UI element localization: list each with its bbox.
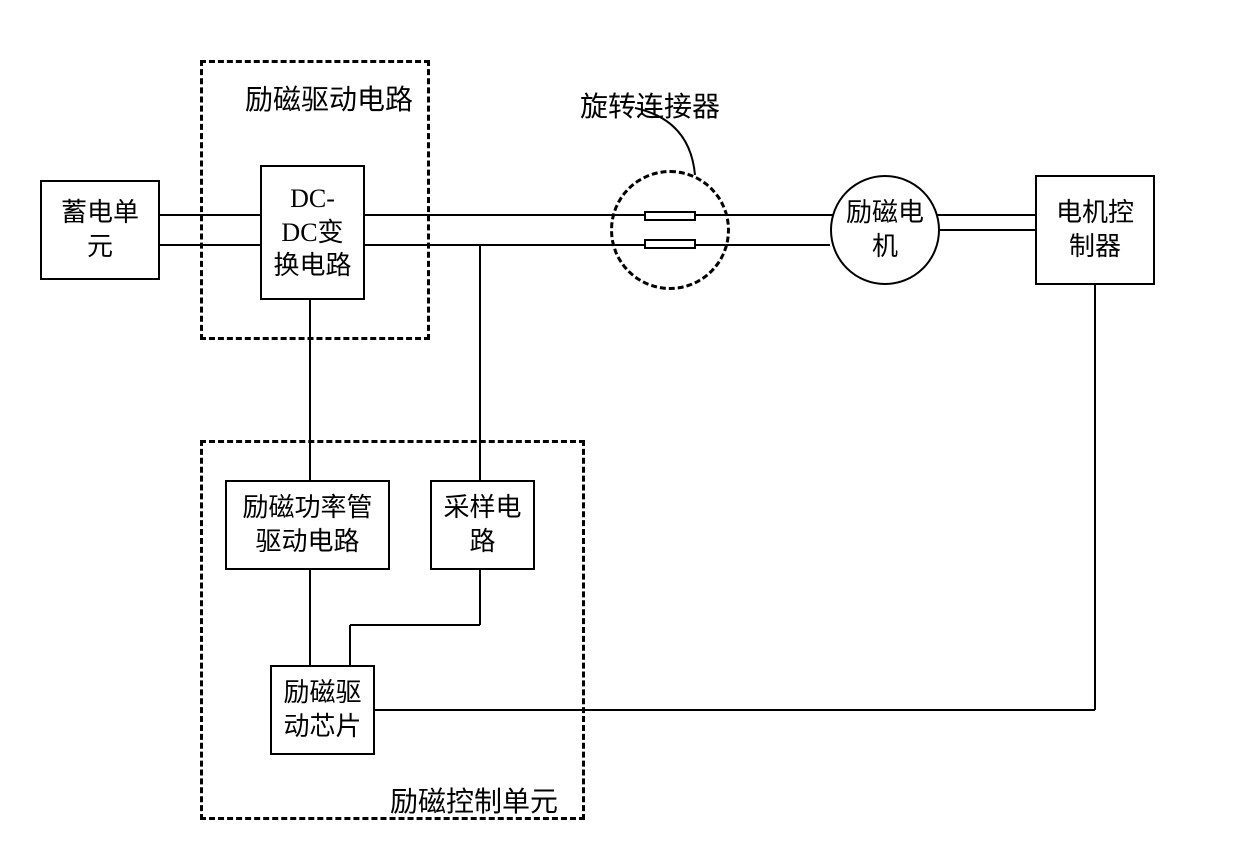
storage-unit-block: 蓄电单元 bbox=[40, 180, 160, 280]
excitation-control-unit-label: 励磁控制单元 bbox=[390, 780, 558, 820]
motor-controller-label: 电机控制器 bbox=[1056, 196, 1134, 264]
motor-controller-block: 电机控制器 bbox=[1035, 175, 1155, 285]
rotary-connector-circle bbox=[610, 170, 730, 290]
excitation-motor-block: 励磁电机 bbox=[830, 175, 940, 285]
sampling-circuit-block: 采样电路 bbox=[430, 480, 535, 570]
rotary-connector-label: 旋转连接器 bbox=[580, 85, 720, 125]
storage-unit-label: 蓄电单元 bbox=[61, 196, 139, 264]
dcdc-block: DC-DC变换电路 bbox=[260, 165, 365, 300]
excitation-drive-circuit-label: 励磁驱动电路 bbox=[245, 78, 413, 118]
diagram-wires bbox=[0, 0, 1239, 866]
power-tube-driver-block: 励磁功率管驱动电路 bbox=[225, 480, 390, 570]
sampling-circuit-label: 采样电路 bbox=[443, 491, 521, 559]
excitation-chip-block: 励磁驱动芯片 bbox=[270, 665, 375, 755]
dcdc-label: DC-DC变换电路 bbox=[273, 182, 351, 283]
power-tube-driver-label: 励磁功率管驱动电路 bbox=[242, 491, 372, 559]
excitation-motor-label: 励磁电机 bbox=[846, 196, 924, 264]
excitation-chip-label: 励磁驱动芯片 bbox=[283, 676, 361, 744]
